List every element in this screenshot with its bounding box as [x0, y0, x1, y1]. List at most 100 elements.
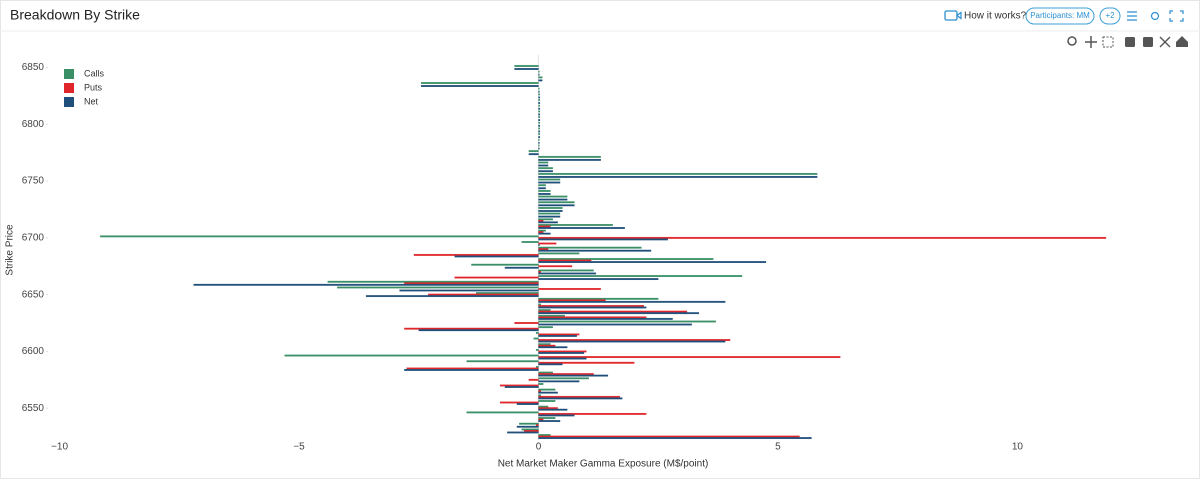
participants-pill[interactable]: [1025, 7, 1095, 25]
zoom-out-tool[interactable]: [1143, 37, 1153, 47]
bar: [538, 437, 812, 440]
bar: [538, 175, 818, 178]
bar: [538, 405, 549, 408]
y-tick-label: 6650: [22, 289, 45, 300]
bar: [538, 252, 580, 255]
x-tick-label: 5: [775, 442, 781, 453]
bar: [538, 320, 716, 323]
bar: [428, 293, 539, 296]
bar: [538, 236, 1107, 239]
bar: [538, 93, 541, 96]
bar: [538, 87, 540, 90]
bar: [538, 144, 540, 147]
help-link[interactable]: How it works?: [964, 11, 1027, 22]
bar: [538, 316, 647, 319]
bar: [538, 76, 543, 79]
bar: [538, 221, 558, 224]
bar: [538, 300, 726, 303]
bar: [514, 322, 539, 324]
bar: [538, 312, 700, 315]
bar: [538, 306, 647, 309]
help-button[interactable]: How it works?: [944, 10, 1027, 22]
bar: [538, 244, 540, 246]
zoom-in-tool[interactable]: [1125, 37, 1135, 47]
bar: [418, 329, 539, 332]
bar: [538, 394, 542, 397]
bar: [538, 334, 577, 337]
bar: [538, 340, 726, 343]
zoom-tool[interactable]: [1067, 36, 1077, 46]
x-tick-label: 10: [1012, 442, 1024, 453]
autoscale-tool[interactable]: [1159, 36, 1171, 48]
bar: [538, 127, 541, 130]
bar: [406, 367, 539, 370]
bar: [538, 288, 601, 290]
bar: [535, 366, 539, 368]
bar: [538, 141, 540, 144]
bar: [337, 286, 539, 289]
bar: [538, 388, 556, 391]
bar: [471, 263, 539, 266]
bar: [538, 193, 551, 195]
bar: [538, 326, 553, 329]
bar: [538, 158, 601, 161]
bar: [476, 292, 539, 295]
reset-tool[interactable]: [1176, 36, 1188, 47]
plot-area: −10 −5 0 5 10 6550 6600 6650 6700 6750 6800 6850 Net…: [5, 55, 1107, 470]
bar: [538, 414, 575, 417]
bar: [535, 348, 539, 351]
y-tick-label: 6850: [22, 62, 45, 73]
y-tick-label: 6550: [22, 403, 45, 414]
bar: [538, 314, 565, 317]
bar: [538, 272, 597, 275]
bar: [528, 153, 539, 156]
x-axis-title: Net Market Maker Gamma Exposure (M$/poin…: [498, 459, 709, 470]
bar: [538, 408, 568, 411]
bar: [538, 212, 561, 215]
bar: [538, 161, 549, 164]
bar: [538, 373, 594, 376]
bar: [538, 343, 551, 346]
bar: [538, 323, 692, 326]
bar: [538, 231, 544, 234]
bar: [538, 246, 642, 249]
x-tick-label: −10: [51, 442, 68, 453]
select-tool[interactable]: [1102, 36, 1114, 48]
bar: [538, 215, 561, 218]
bar: [538, 374, 609, 377]
bar: [538, 363, 563, 366]
bar: [538, 391, 558, 394]
bar: [538, 219, 544, 222]
bar: [454, 276, 539, 279]
bar: [538, 361, 635, 364]
bar: [538, 249, 652, 252]
video-icon-lens: [956, 11, 962, 20]
bar: [538, 147, 540, 150]
settings-icon[interactable]: [1150, 11, 1160, 21]
filter-icon[interactable]: [1127, 11, 1137, 21]
bar: [538, 113, 541, 116]
y-tick-label: 6700: [22, 232, 45, 243]
bar: [538, 397, 623, 400]
bar: [535, 331, 539, 334]
more-label[interactable]: +2: [1105, 11, 1115, 20]
pan-tool[interactable]: [1085, 36, 1097, 48]
bar: [538, 395, 621, 398]
bar: [284, 354, 539, 357]
x-tick-label: −5: [293, 442, 305, 453]
y-tick-label: 6800: [22, 119, 45, 130]
bar: [538, 269, 594, 272]
more-pill[interactable]: [1099, 7, 1121, 25]
bar: [538, 181, 561, 184]
participants-label[interactable]: Participants: MM: [1030, 11, 1090, 20]
bar: [365, 295, 539, 298]
bar: [538, 305, 644, 307]
bar: [500, 384, 539, 387]
bar: [538, 258, 714, 260]
bar: [538, 377, 589, 380]
bar: [538, 309, 551, 312]
bar: [538, 278, 659, 281]
bar: [538, 232, 551, 235]
fullscreen-icon[interactable]: [1169, 10, 1184, 22]
legend-swatch: [64, 69, 74, 79]
